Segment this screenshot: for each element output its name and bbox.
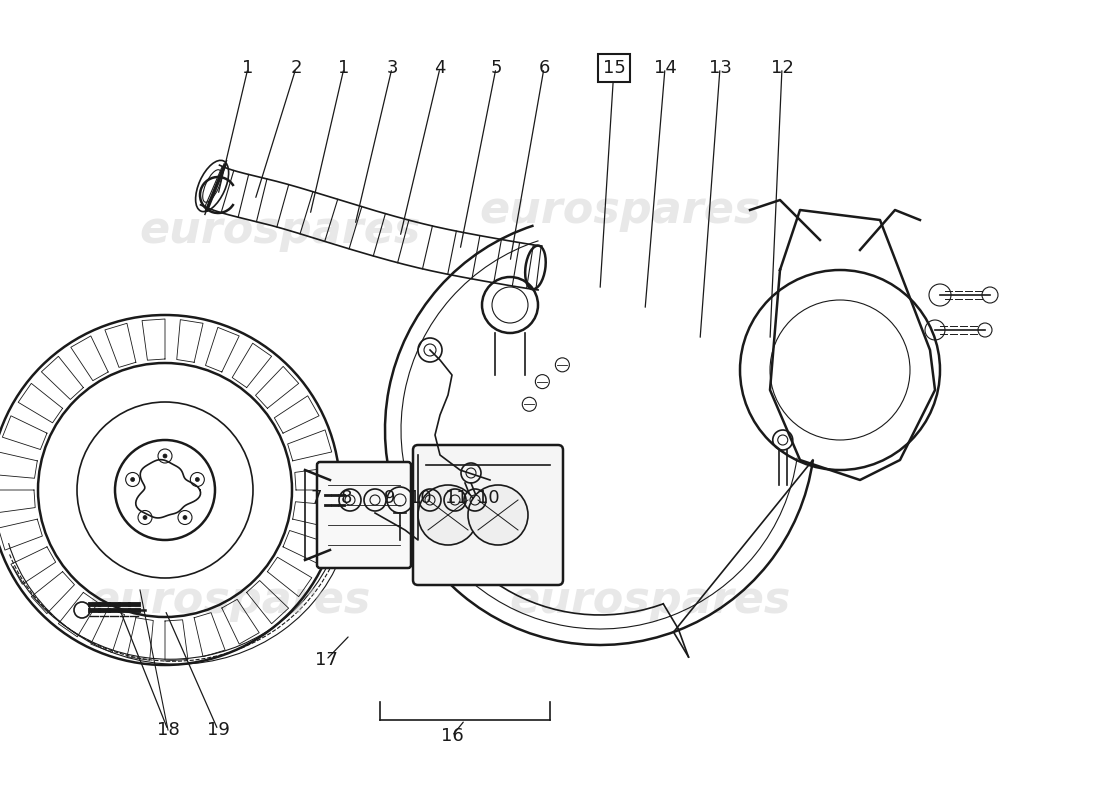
Text: 9: 9 <box>384 489 396 507</box>
Text: 6: 6 <box>538 59 550 77</box>
Text: 10: 10 <box>476 489 499 507</box>
Text: 5: 5 <box>491 59 502 77</box>
Text: eurospares: eurospares <box>140 209 420 251</box>
Circle shape <box>183 515 187 519</box>
Circle shape <box>196 478 199 482</box>
Text: 17: 17 <box>315 651 338 669</box>
Text: 3: 3 <box>386 59 398 77</box>
FancyBboxPatch shape <box>412 445 563 585</box>
Text: 19: 19 <box>207 721 230 739</box>
FancyBboxPatch shape <box>317 462 411 568</box>
Text: 7: 7 <box>310 489 321 507</box>
Circle shape <box>418 485 478 545</box>
Text: 2: 2 <box>290 59 301 77</box>
Text: 8: 8 <box>340 489 352 507</box>
Text: 14: 14 <box>653 59 676 77</box>
Text: 1: 1 <box>339 59 350 77</box>
Text: 4: 4 <box>434 59 446 77</box>
Circle shape <box>143 515 147 519</box>
Circle shape <box>468 485 528 545</box>
Text: eurospares: eurospares <box>509 578 791 622</box>
Text: eurospares: eurospares <box>89 578 371 622</box>
Text: 12: 12 <box>771 59 793 77</box>
Circle shape <box>163 454 167 458</box>
Text: eurospares: eurospares <box>480 189 761 231</box>
Text: 18: 18 <box>156 721 179 739</box>
Text: 13: 13 <box>708 59 732 77</box>
Text: 15: 15 <box>603 59 626 77</box>
Text: 1: 1 <box>242 59 254 77</box>
Text: 11: 11 <box>444 489 468 507</box>
Text: 10: 10 <box>409 489 431 507</box>
Text: 16: 16 <box>441 727 463 745</box>
Circle shape <box>131 478 134 482</box>
